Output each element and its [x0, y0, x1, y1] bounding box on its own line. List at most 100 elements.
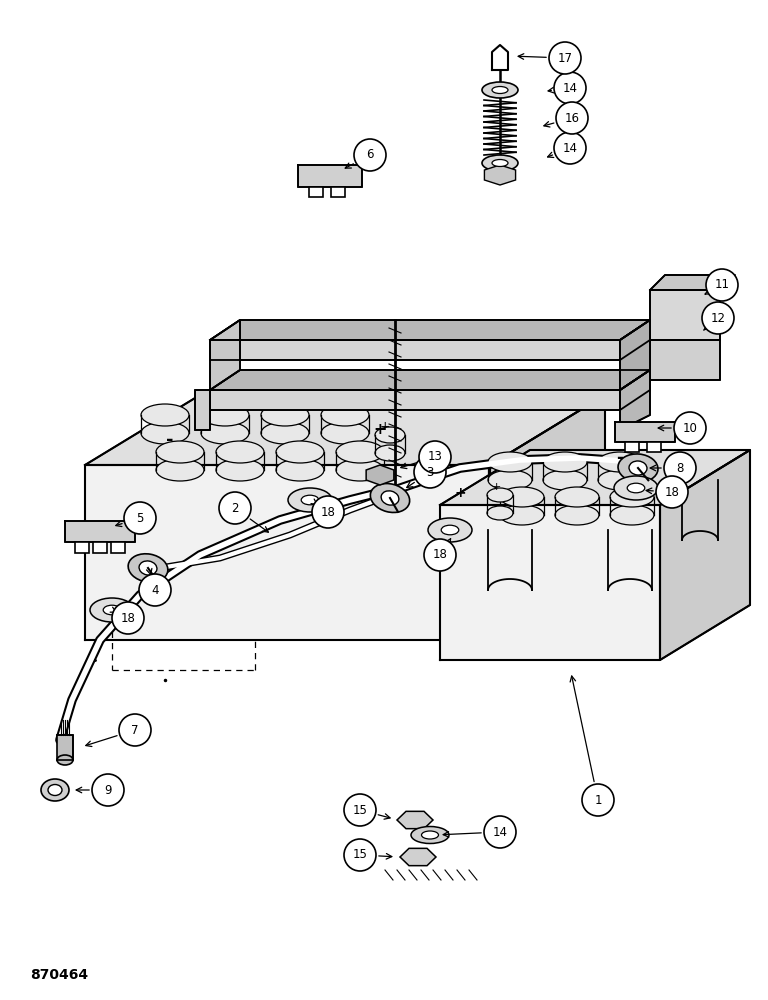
- Text: 16: 16: [564, 111, 580, 124]
- Circle shape: [424, 539, 456, 571]
- Ellipse shape: [500, 505, 544, 525]
- Ellipse shape: [57, 755, 73, 765]
- Text: 18: 18: [432, 548, 448, 562]
- Ellipse shape: [48, 784, 62, 796]
- Ellipse shape: [370, 484, 409, 512]
- Ellipse shape: [201, 422, 249, 444]
- Ellipse shape: [321, 422, 369, 444]
- Ellipse shape: [555, 505, 599, 525]
- Ellipse shape: [614, 476, 658, 500]
- Ellipse shape: [261, 422, 309, 444]
- Polygon shape: [298, 165, 362, 187]
- Text: 6: 6: [366, 148, 374, 161]
- Text: 3: 3: [426, 466, 434, 479]
- Ellipse shape: [488, 470, 532, 490]
- Polygon shape: [309, 187, 323, 197]
- Polygon shape: [620, 370, 650, 430]
- Circle shape: [312, 496, 344, 528]
- Text: 18: 18: [121, 611, 135, 624]
- Polygon shape: [397, 811, 433, 829]
- Circle shape: [344, 794, 376, 826]
- Circle shape: [219, 492, 251, 524]
- Circle shape: [582, 784, 614, 816]
- Polygon shape: [210, 320, 650, 340]
- Circle shape: [119, 714, 151, 746]
- Polygon shape: [331, 187, 345, 197]
- Circle shape: [706, 269, 738, 301]
- Ellipse shape: [156, 441, 204, 463]
- Ellipse shape: [598, 470, 642, 490]
- Text: 18: 18: [320, 506, 336, 518]
- Circle shape: [664, 452, 696, 484]
- Circle shape: [112, 602, 144, 634]
- Ellipse shape: [141, 422, 189, 444]
- Circle shape: [554, 72, 586, 104]
- Ellipse shape: [216, 441, 264, 463]
- Circle shape: [549, 42, 581, 74]
- Text: 8: 8: [677, 462, 684, 475]
- Polygon shape: [210, 390, 620, 410]
- Ellipse shape: [276, 441, 324, 463]
- Polygon shape: [647, 442, 661, 452]
- Ellipse shape: [41, 779, 69, 801]
- Text: 15: 15: [353, 848, 367, 861]
- Ellipse shape: [381, 491, 399, 505]
- Circle shape: [556, 102, 588, 134]
- Polygon shape: [440, 450, 750, 505]
- Text: 14: 14: [562, 82, 578, 95]
- Ellipse shape: [428, 518, 472, 542]
- Text: 9: 9: [104, 784, 112, 796]
- Polygon shape: [650, 275, 735, 290]
- Polygon shape: [93, 542, 107, 553]
- Polygon shape: [210, 340, 620, 360]
- Circle shape: [674, 412, 706, 444]
- Ellipse shape: [375, 427, 405, 443]
- Text: 1: 1: [594, 794, 602, 806]
- Ellipse shape: [321, 404, 369, 426]
- Ellipse shape: [482, 82, 518, 98]
- Circle shape: [414, 456, 446, 488]
- Polygon shape: [195, 390, 210, 430]
- Polygon shape: [620, 320, 650, 390]
- Circle shape: [702, 302, 734, 334]
- Ellipse shape: [618, 454, 658, 482]
- Ellipse shape: [139, 561, 157, 575]
- Text: +: +: [373, 422, 386, 438]
- Polygon shape: [440, 505, 660, 660]
- Ellipse shape: [301, 495, 319, 505]
- Text: 2: 2: [231, 502, 239, 514]
- Ellipse shape: [598, 452, 642, 472]
- Ellipse shape: [610, 505, 654, 525]
- Polygon shape: [75, 542, 89, 553]
- Ellipse shape: [90, 598, 134, 622]
- Ellipse shape: [141, 404, 189, 426]
- Polygon shape: [650, 290, 720, 340]
- Ellipse shape: [487, 488, 513, 502]
- Text: 12: 12: [710, 312, 726, 324]
- Text: 13: 13: [428, 450, 442, 464]
- Ellipse shape: [492, 159, 508, 166]
- Text: +: +: [492, 482, 502, 492]
- Text: 11: 11: [714, 278, 730, 292]
- Polygon shape: [490, 395, 605, 640]
- Ellipse shape: [336, 441, 384, 463]
- Text: 5: 5: [136, 512, 144, 524]
- Polygon shape: [85, 465, 490, 640]
- Ellipse shape: [629, 461, 647, 475]
- Polygon shape: [65, 521, 135, 542]
- Circle shape: [484, 816, 516, 848]
- Ellipse shape: [543, 452, 587, 472]
- Ellipse shape: [261, 404, 309, 426]
- Ellipse shape: [500, 487, 544, 507]
- Text: -: -: [166, 431, 174, 449]
- Circle shape: [419, 441, 451, 473]
- Polygon shape: [625, 442, 639, 452]
- Ellipse shape: [488, 452, 532, 472]
- Text: +: +: [454, 486, 466, 500]
- Circle shape: [554, 132, 586, 164]
- Text: 7: 7: [131, 724, 139, 736]
- Ellipse shape: [482, 155, 518, 171]
- Ellipse shape: [441, 525, 458, 535]
- Text: 10: 10: [683, 422, 697, 434]
- Ellipse shape: [492, 87, 508, 94]
